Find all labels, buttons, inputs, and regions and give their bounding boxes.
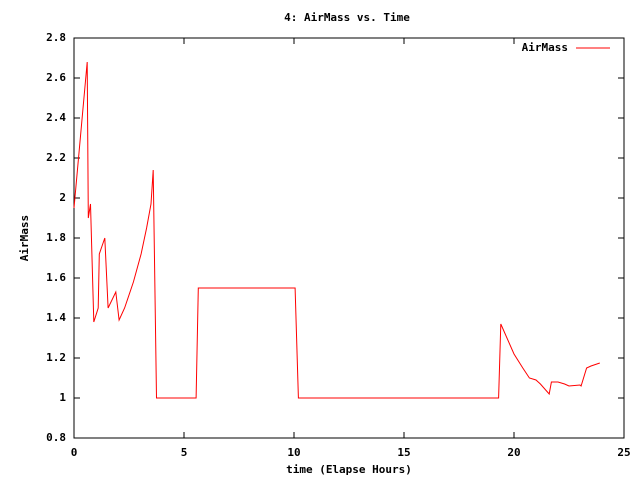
x-tick-label: 10 <box>287 446 300 459</box>
y-tick-label: 2 <box>59 191 66 204</box>
y-axis-label: AirMass <box>18 215 31 261</box>
x-tick-label: 5 <box>181 446 188 459</box>
y-tick-label: 2.4 <box>46 111 66 124</box>
y-tick-label: 0.8 <box>46 431 66 444</box>
y-tick-label: 1.6 <box>46 271 66 284</box>
legend-label: AirMass <box>522 41 568 54</box>
y-tick-label: 2.2 <box>46 151 66 164</box>
y-tick-label: 2.6 <box>46 71 66 84</box>
y-tick-label: 1 <box>59 391 66 404</box>
x-tick-label: 15 <box>397 446 410 459</box>
x-axis-label: time (Elapse Hours) <box>286 463 412 476</box>
y-tick-label: 1.8 <box>46 231 66 244</box>
y-tick-label: 2.8 <box>46 31 66 44</box>
y-tick-label: 1.2 <box>46 351 66 364</box>
data-line <box>73 61 600 399</box>
x-tick-label: 20 <box>507 446 520 459</box>
y-tick-label: 1.4 <box>46 311 66 324</box>
chart-title: 4: AirMass vs. Time <box>284 11 410 24</box>
x-tick-label: 25 <box>617 446 630 459</box>
x-tick-label: 0 <box>71 446 78 459</box>
